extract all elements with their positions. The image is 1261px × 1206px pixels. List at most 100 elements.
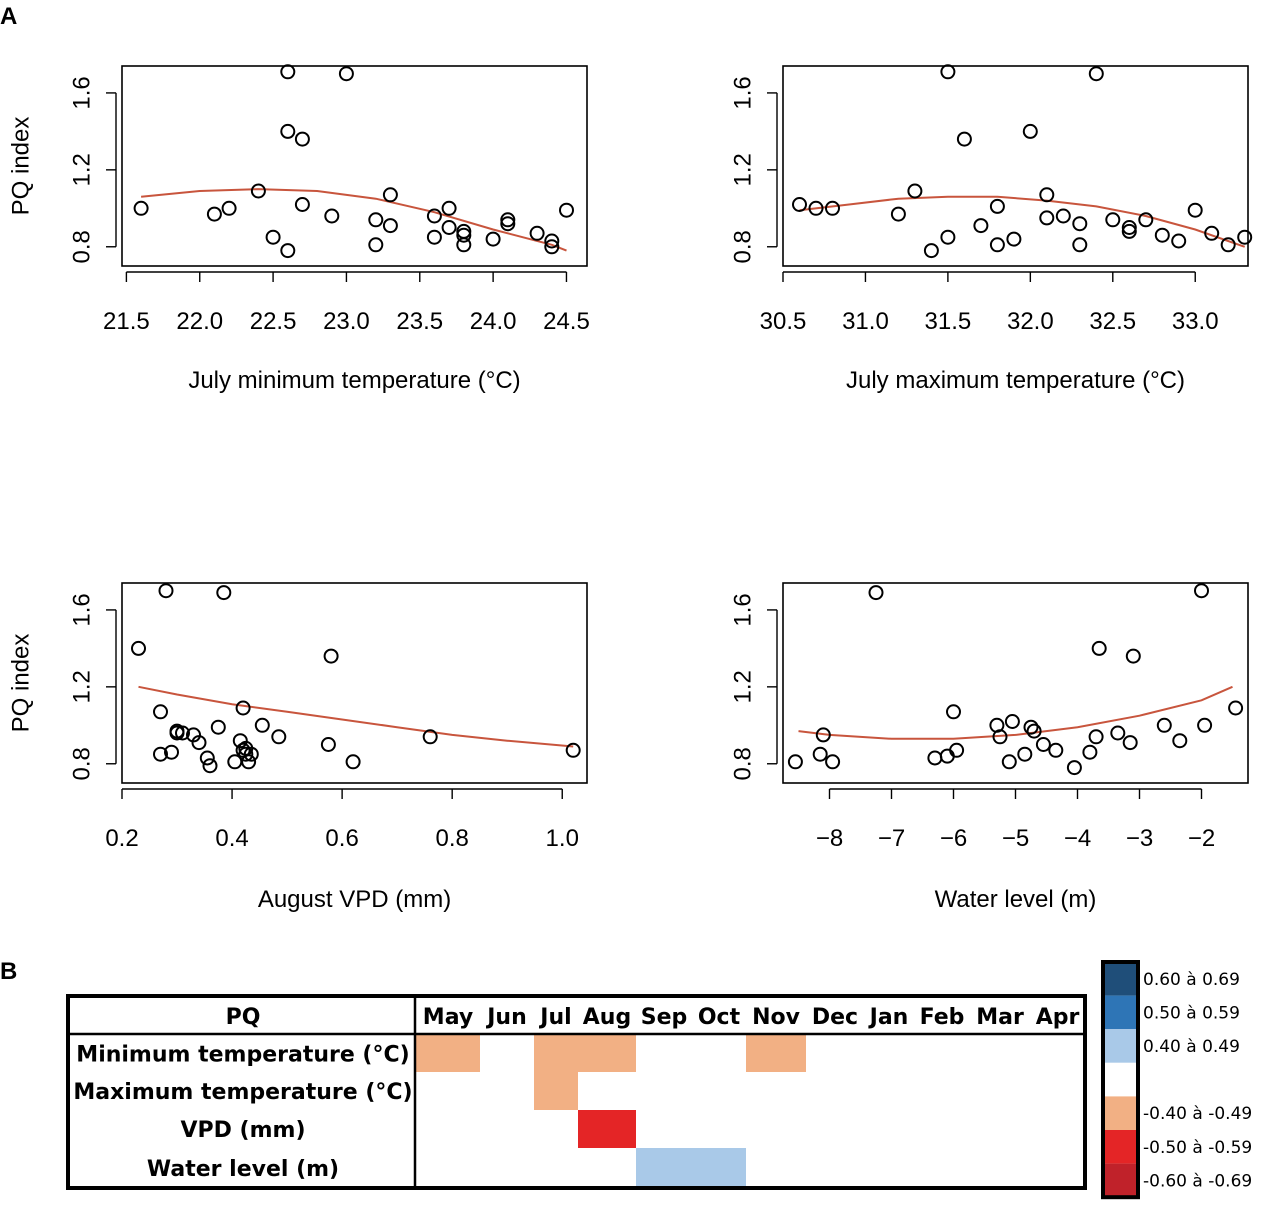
data-point <box>559 202 574 218</box>
y-tick-label: 0.8 <box>730 747 757 780</box>
data-point <box>1048 742 1064 758</box>
row-label: VPD (mm) <box>180 1118 305 1143</box>
data-point <box>1156 717 1172 733</box>
x-tick-label: 30.5 <box>760 308 807 335</box>
data-point <box>1091 640 1107 656</box>
x-tick-label: 23.5 <box>396 308 443 335</box>
x-tick-label: 23.0 <box>323 308 370 335</box>
data-point <box>175 725 190 741</box>
x-tick-label: 32.5 <box>1089 308 1136 335</box>
month-header: Jan <box>868 1005 909 1030</box>
data-point <box>345 754 361 770</box>
x-axis-label: July minimum temperature (°C) <box>188 367 520 394</box>
x-tick-label: 21.5 <box>103 308 150 335</box>
x-axis-label: July maximum temperature (°C) <box>846 367 1185 394</box>
data-point <box>1039 210 1055 226</box>
data-point <box>271 729 287 745</box>
data-point <box>206 206 222 222</box>
data-point <box>1023 719 1039 735</box>
data-point <box>216 585 232 601</box>
data-point <box>368 212 384 228</box>
y-tick-label: 0.8 <box>69 747 96 780</box>
month-header: Oct <box>698 1005 741 1030</box>
data-point <box>1055 208 1071 224</box>
data-point <box>565 742 581 758</box>
data-point <box>907 183 923 199</box>
month-header: Nov <box>752 1005 801 1030</box>
x-tick-label: −5 <box>1002 825 1029 852</box>
table-corner-label: PQ <box>226 1005 261 1030</box>
panel-label-a: A <box>0 3 17 30</box>
data-point <box>1082 744 1098 760</box>
month-header: Jul <box>538 1005 571 1030</box>
data-point <box>456 227 472 243</box>
heatmap-cell <box>578 1110 636 1148</box>
row-label: Water level (m) <box>147 1157 339 1182</box>
data-point <box>1237 229 1253 245</box>
x-tick-label: −4 <box>1064 825 1091 852</box>
x-axis-label: August VPD (mm) <box>258 886 451 913</box>
data-point <box>1001 754 1017 770</box>
correlation-table: PQ May Jun Jul Aug Sep Oct Nov Dec Jan Feb Mar Apr Mi… <box>66 994 1087 1190</box>
data-point <box>238 746 254 762</box>
data-point <box>1138 212 1154 228</box>
plot-frame <box>782 65 1249 267</box>
month-header: Aug <box>583 1005 631 1030</box>
y-tick-label: 0.8 <box>69 230 96 263</box>
data-point <box>500 216 516 232</box>
plot-frame <box>121 582 588 784</box>
y-tick-label: 1.6 <box>69 593 96 626</box>
data-point <box>940 64 956 80</box>
fit-curve <box>798 685 1233 740</box>
data-point <box>202 758 218 774</box>
data-point <box>441 220 457 235</box>
data-point <box>1197 717 1213 733</box>
legend-swatch <box>1103 962 1138 996</box>
data-point <box>1121 223 1137 239</box>
x-tick-label: 0.2 <box>105 825 138 852</box>
data-point <box>235 700 251 716</box>
y-tick-label: 1.2 <box>69 670 96 703</box>
data-point <box>956 131 972 147</box>
month-header: Sep <box>641 1005 688 1030</box>
x-tick-label: 1.0 <box>546 825 579 852</box>
data-point <box>1220 237 1236 253</box>
data-point <box>382 218 398 234</box>
month-header: May <box>423 1005 473 1030</box>
fit-curve <box>141 188 567 252</box>
data-point <box>1194 583 1209 599</box>
x-tick-label: −8 <box>816 825 843 852</box>
data-point <box>529 225 545 241</box>
y-tick-label: 1.6 <box>69 76 96 109</box>
data-point <box>1172 733 1188 749</box>
correlation-legend: 0.60 à 0.69 0.50 à 0.59 0.40 à 0.49 -0.40 à… <box>1101 960 1252 1200</box>
data-point <box>1035 737 1051 752</box>
data-point <box>323 648 339 664</box>
legend-label: -0.50 à -0.59 <box>1143 1138 1252 1158</box>
data-point <box>153 746 168 762</box>
data-point <box>280 243 296 259</box>
data-point <box>191 735 207 751</box>
data-point <box>544 233 560 249</box>
legend-label: -0.60 à -0.69 <box>1143 1171 1252 1191</box>
data-point <box>456 237 472 253</box>
y-axis: 0.8 1.2 1.6 <box>69 593 117 780</box>
y-tick-label: 1.2 <box>730 153 757 186</box>
x-axis: 0.2 0.4 0.6 0.8 1.0 <box>105 788 579 852</box>
data-point <box>280 123 296 139</box>
y-axis: 0.8 1.2 1.6 <box>730 593 778 780</box>
x-tick-label: 31.0 <box>842 308 889 335</box>
scatter-plot-july-max-temp: 30.5 31.0 31.5 32.0 32.5 33.0 0.8 1.2 1.6 July ma… <box>730 64 1253 394</box>
data-point <box>989 198 1005 214</box>
data-point <box>199 750 215 766</box>
data-point <box>133 200 149 216</box>
data-point <box>254 717 270 733</box>
data-point <box>989 237 1005 253</box>
legend-label: 0.40 à 0.49 <box>1143 1037 1240 1057</box>
data-point <box>812 746 828 762</box>
data-point <box>825 754 841 770</box>
plot-frame <box>782 582 1249 784</box>
data-point <box>158 583 174 599</box>
x-tick-label: 24.5 <box>543 308 590 335</box>
